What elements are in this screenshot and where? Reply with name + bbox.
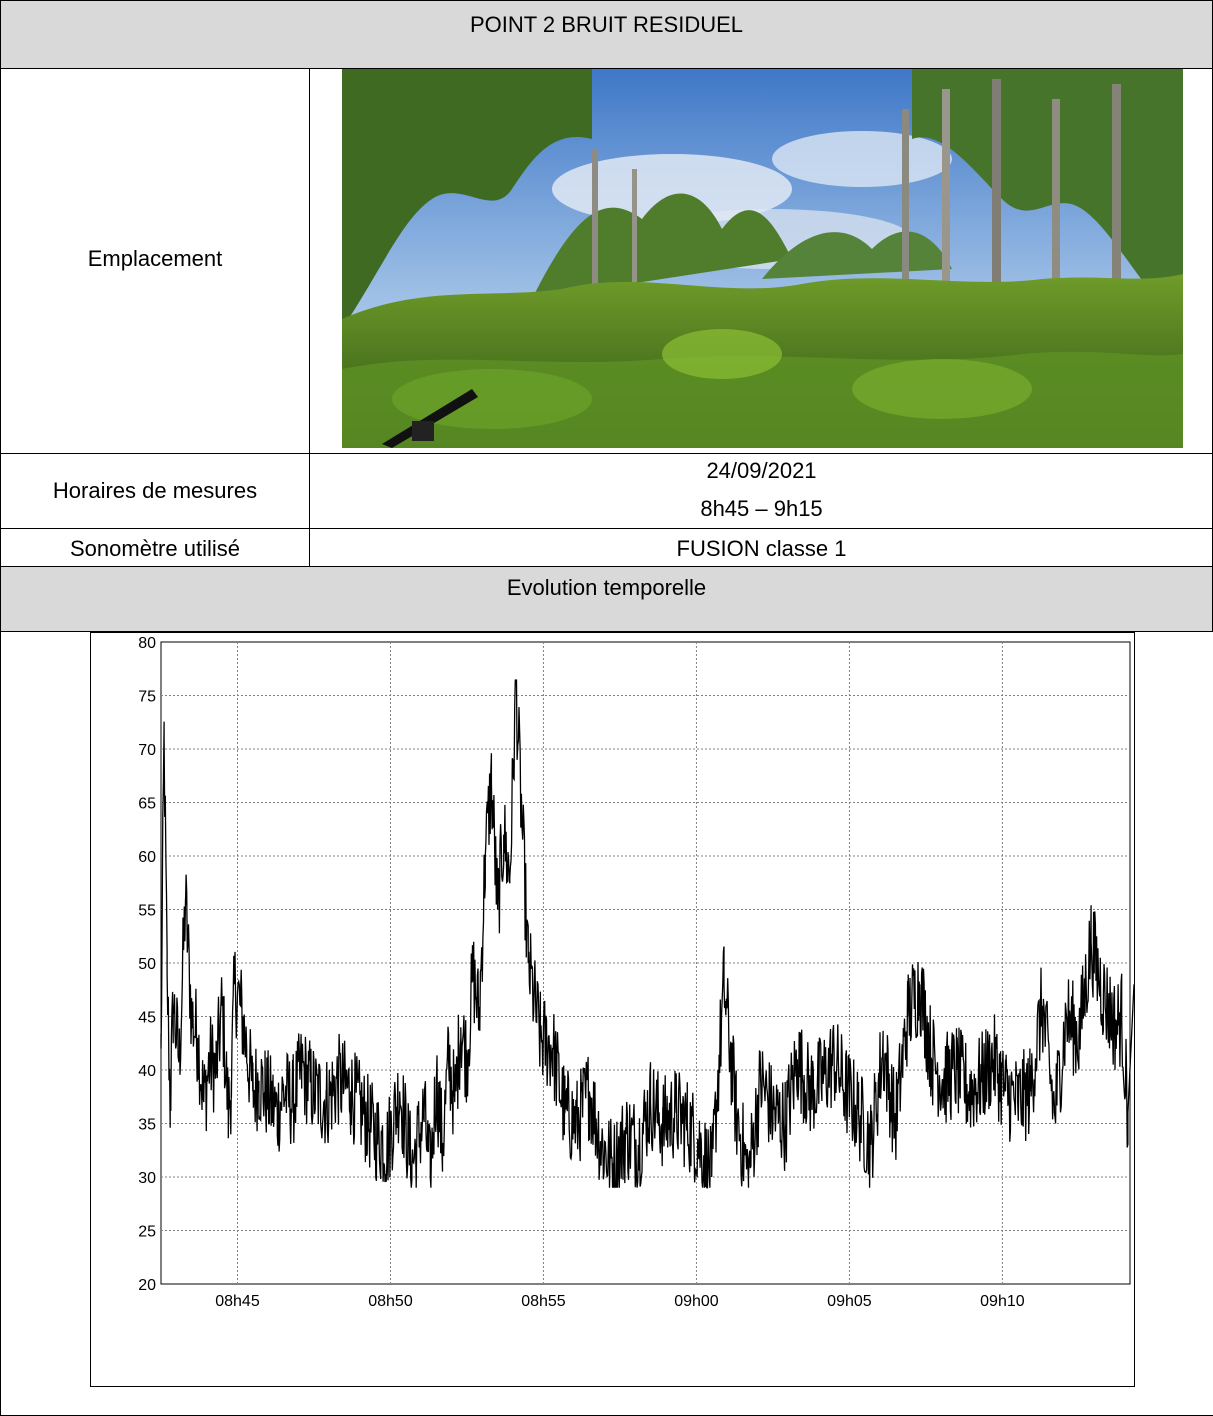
forest-photo-illustration bbox=[342, 69, 1183, 448]
table-border-top bbox=[0, 0, 1213, 1]
table-rule bbox=[0, 631, 1213, 632]
y-tick-label: 40 bbox=[138, 1063, 156, 1080]
y-tick-label: 80 bbox=[138, 635, 156, 652]
meter-value: FUSION classe 1 bbox=[676, 536, 847, 561]
x-tick-label: 08h55 bbox=[521, 1293, 566, 1310]
x-tick-label: 08h45 bbox=[215, 1293, 260, 1310]
y-tick-label: 35 bbox=[138, 1117, 156, 1134]
chart-svg: 20 25 30 35 40 45 50 55 60 65 70 75 80 08h45 08h50 08h5… bbox=[90, 632, 1141, 1387]
y-tick-label: 20 bbox=[138, 1277, 156, 1294]
location-photo bbox=[342, 69, 1183, 448]
table-rule bbox=[0, 566, 1213, 567]
measurement-time: 8h45 – 9h15 bbox=[700, 496, 823, 521]
table-rule bbox=[0, 453, 1213, 454]
y-tick-label: 50 bbox=[138, 956, 156, 973]
y-tick-label: 70 bbox=[138, 742, 156, 759]
y-tick-label: 60 bbox=[138, 849, 156, 866]
y-tick-label: 45 bbox=[138, 1010, 156, 1027]
page-title: POINT 2 BRUIT RESIDUEL bbox=[469, 12, 744, 37]
noise-level-chart: 20 25 30 35 40 45 50 55 60 65 70 75 80 08h45 08h50 08h5… bbox=[90, 632, 1141, 1387]
y-tick-label: 65 bbox=[138, 796, 156, 813]
location-label: Emplacement bbox=[87, 246, 223, 271]
table-column-divider bbox=[309, 68, 310, 567]
y-tick-label: 25 bbox=[138, 1224, 156, 1241]
x-tick-label: 08h50 bbox=[368, 1293, 413, 1310]
x-tick-label: 09h05 bbox=[827, 1293, 872, 1310]
section-header-row bbox=[0, 567, 1213, 632]
noise-level-series-line bbox=[160, 679, 1141, 1189]
section-title: Evolution temporelle bbox=[506, 575, 707, 600]
header-row bbox=[0, 0, 1213, 69]
y-tick-label: 55 bbox=[138, 903, 156, 920]
measurement-date: 24/09/2021 bbox=[706, 458, 817, 483]
y-tick-label: 75 bbox=[138, 689, 156, 706]
table-rule bbox=[0, 528, 1213, 529]
chart-frame bbox=[90, 632, 1135, 1387]
meter-label: Sonomètre utilisé bbox=[70, 536, 240, 561]
x-tick-label: 09h10 bbox=[980, 1293, 1025, 1310]
table-border-left bbox=[0, 0, 1, 1416]
y-tick-label: 30 bbox=[138, 1170, 156, 1187]
table-rule bbox=[0, 68, 1213, 69]
hours-label: Horaires de mesures bbox=[52, 478, 258, 503]
x-tick-label: 09h00 bbox=[674, 1293, 719, 1310]
